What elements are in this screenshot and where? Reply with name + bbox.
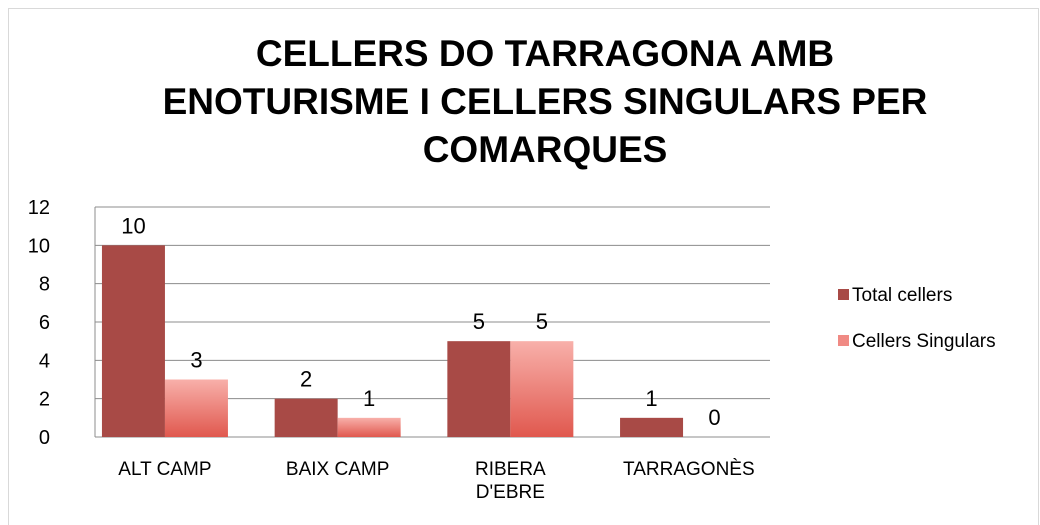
y-tick-label: 8 [39,274,50,296]
value-label: 1 [363,386,375,411]
value-label: 1 [645,386,657,411]
value-label: 3 [190,348,202,373]
y-tick-label: 10 [28,235,50,257]
x-tick-label: RIBERA D'EBRE [474,459,546,503]
legend-swatch [838,335,849,346]
y-tick-label: 6 [39,312,50,334]
legend-label: Cellers Singulars [852,331,996,352]
bar [337,417,401,437]
y-tick-label: 2 [39,389,50,411]
x-tick-label: ALT CAMP [118,459,212,480]
bar [274,398,338,437]
y-tick-label: 0 [39,427,50,449]
legend-swatch [838,289,849,300]
x-tick-label: BAIX CAMP [285,459,390,480]
value-label: 0 [708,405,720,430]
frame [8,8,1039,525]
legend-label: Total cellers [852,285,952,306]
bar [164,379,228,437]
value-label: 2 [300,367,312,392]
value-label: 5 [473,309,485,334]
value-label: 5 [536,309,548,334]
bar [510,341,574,437]
bar [620,417,684,437]
value-label: 10 [121,213,145,238]
y-tick-label: 12 [28,197,50,219]
bar [101,245,165,437]
bar [447,341,511,437]
chart-title: CELLERS DO TARRAGONA AMB ENOTURISME I CE… [162,33,928,170]
y-tick-label: 4 [39,350,50,372]
x-tick-label: TARRAGONÈS [623,459,755,480]
